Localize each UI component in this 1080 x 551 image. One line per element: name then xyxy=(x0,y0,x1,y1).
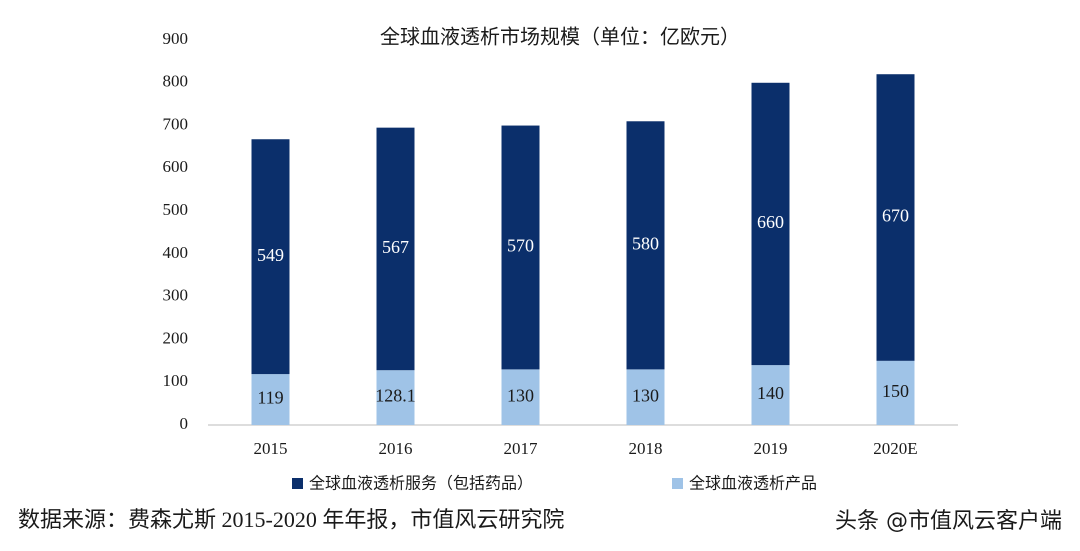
legend-label: 全球血液透析产品 xyxy=(689,474,817,493)
bar-segment xyxy=(876,360,915,425)
value-label: 580 xyxy=(632,233,659,253)
x-tick-label: 2018 xyxy=(629,439,663,458)
legend-swatch xyxy=(672,478,683,489)
value-label: 660 xyxy=(757,212,784,232)
y-tick-label: 500 xyxy=(163,200,189,219)
bar-segment xyxy=(751,365,790,425)
bar-segment xyxy=(501,125,540,370)
value-label: 128.1 xyxy=(375,386,416,406)
chart-title: 全球血液透析市场规模（单位：亿欧元） xyxy=(380,25,740,49)
y-tick-label: 900 xyxy=(163,29,189,48)
value-label: 670 xyxy=(882,206,909,226)
bar-segment xyxy=(251,139,290,375)
bar-segment xyxy=(876,74,915,361)
bar-segment xyxy=(251,374,290,425)
value-label: 570 xyxy=(507,236,534,256)
bar-segment xyxy=(501,369,540,425)
x-tick-label: 2015 xyxy=(254,439,288,458)
y-tick-label: 600 xyxy=(163,157,189,176)
x-tick-label: 2017 xyxy=(504,439,539,458)
bar-segment xyxy=(626,369,665,425)
bar-segment xyxy=(626,121,665,370)
y-tick-label: 700 xyxy=(163,114,189,133)
value-label: 119 xyxy=(257,388,283,408)
bar-segment xyxy=(376,370,415,425)
y-tick-label: 400 xyxy=(163,243,189,262)
y-tick-label: 200 xyxy=(163,328,189,347)
bar-segment xyxy=(376,127,415,371)
x-tick-label: 2019 xyxy=(754,439,788,458)
watermark: 头条 @市值风云客户端 xyxy=(835,509,1062,534)
value-label: 150 xyxy=(882,381,909,401)
source-note: 数据来源：费森尤斯 2015-2020 年年报，市值风云研究院 xyxy=(18,507,564,532)
legend-swatch xyxy=(292,478,303,489)
value-label: 549 xyxy=(257,245,284,265)
bar-segment xyxy=(751,82,790,366)
value-label: 567 xyxy=(382,237,409,257)
y-tick-label: 0 xyxy=(180,414,189,433)
legend-label: 全球血液透析服务（包括药品） xyxy=(309,474,533,493)
x-tick-label: 2020E xyxy=(873,439,917,458)
value-label: 130 xyxy=(632,385,659,405)
value-label: 130 xyxy=(507,385,534,405)
y-tick-label: 300 xyxy=(163,286,189,305)
y-tick-label: 100 xyxy=(163,371,189,390)
value-label: 140 xyxy=(757,383,784,403)
x-tick-label: 2016 xyxy=(379,439,413,458)
y-tick-label: 800 xyxy=(163,72,189,91)
